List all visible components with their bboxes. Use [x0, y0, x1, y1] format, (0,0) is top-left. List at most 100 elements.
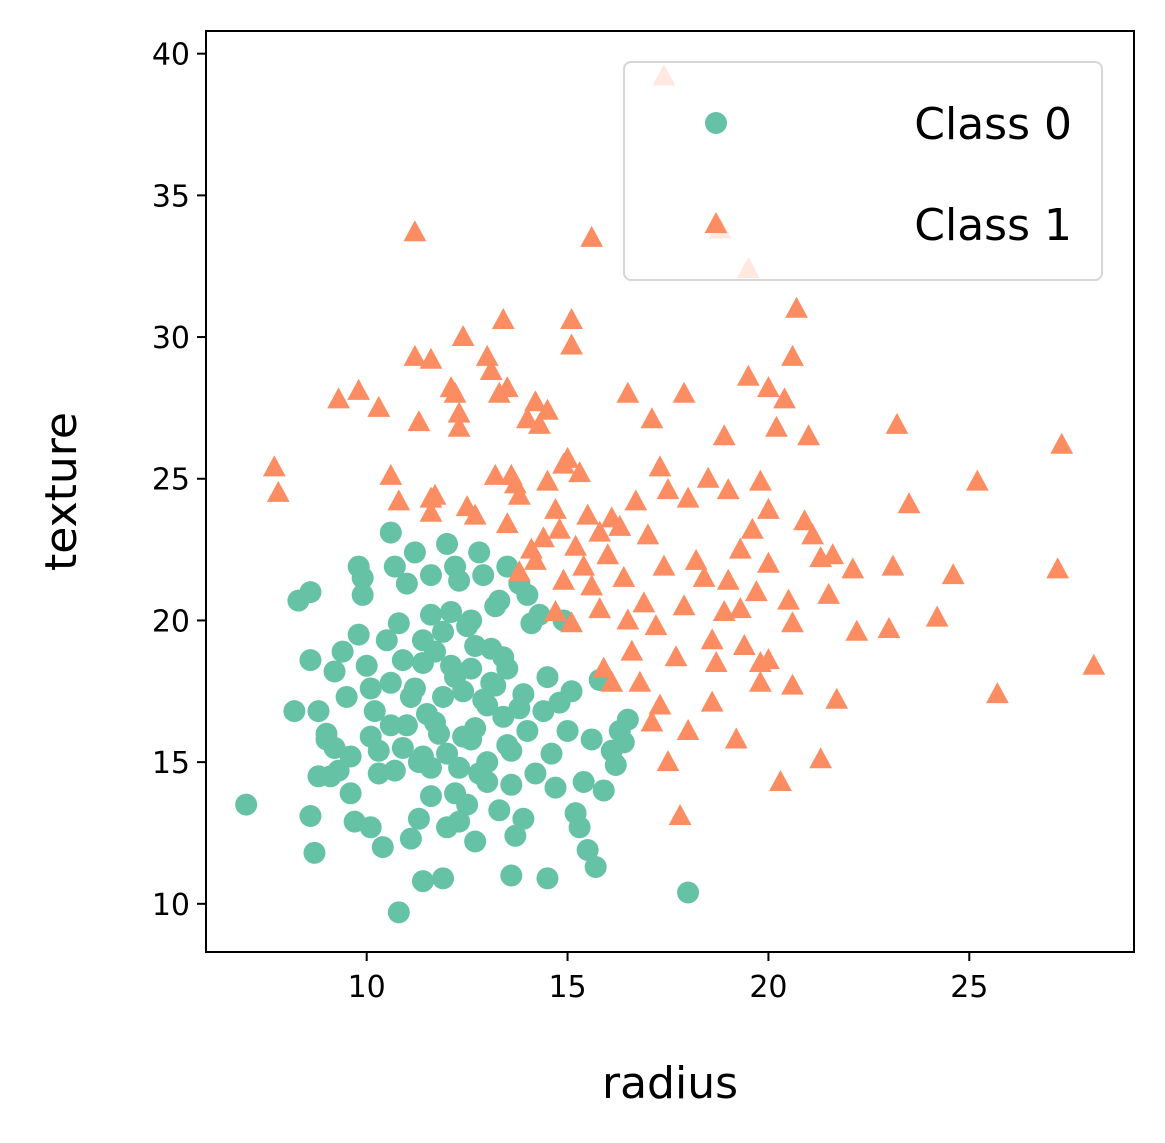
data-point-class-0	[391, 649, 414, 672]
data-point-class-1	[684, 548, 708, 570]
points-layer	[235, 64, 1106, 924]
data-point-class-1	[716, 478, 740, 500]
data-point-class-0	[604, 753, 627, 776]
data-point-class-1	[447, 415, 471, 437]
data-point-class-1	[624, 489, 648, 511]
data-point-class-1	[483, 463, 507, 485]
data-point-class-0	[423, 711, 446, 734]
data-point-class-0	[383, 555, 406, 578]
x-axis-label: radius	[602, 1058, 738, 1109]
data-point-class-0	[612, 731, 635, 754]
data-point-class-1	[568, 461, 592, 483]
data-point-class-1	[463, 503, 487, 525]
data-point-class-1	[757, 551, 780, 573]
data-point-class-0	[403, 541, 426, 564]
data-point-class-1	[785, 296, 808, 318]
data-point-class-1	[841, 557, 865, 579]
data-point-class-1	[897, 492, 921, 514]
legend-label: Class 0	[914, 99, 1072, 150]
data-point-class-0	[339, 782, 362, 805]
legend-box	[623, 61, 1103, 281]
data-point-class-1	[532, 526, 555, 548]
data-point-class-0	[299, 581, 322, 604]
data-point-class-1	[769, 769, 792, 791]
series-0	[235, 521, 700, 924]
data-point-class-0	[512, 807, 535, 830]
data-point-class-1	[560, 333, 583, 355]
data-point-class-1	[628, 670, 652, 692]
data-point-class-1	[616, 381, 640, 403]
data-point-class-1	[403, 220, 427, 242]
data-point-class-1	[580, 574, 604, 596]
data-point-class-1	[524, 548, 547, 570]
data-point-class-1	[881, 554, 905, 576]
data-point-class-1	[327, 387, 350, 409]
data-point-class-0	[508, 697, 531, 720]
data-point-class-1	[801, 523, 825, 545]
data-point-class-1	[387, 489, 411, 511]
data-point-class-1	[644, 614, 668, 636]
data-point-class-1	[744, 580, 768, 602]
y-tick-label: 10	[152, 888, 190, 923]
data-point-class-0	[496, 555, 519, 578]
data-point-class-1	[700, 628, 724, 650]
data-point-class-0	[391, 736, 414, 759]
data-point-class-0	[472, 688, 495, 711]
data-point-class-0	[235, 793, 258, 816]
data-point-class-0	[359, 816, 382, 839]
data-point-class-0	[355, 654, 378, 677]
data-point-class-0	[472, 564, 495, 587]
data-point-class-1	[656, 750, 680, 772]
data-point-class-0	[419, 603, 442, 626]
data-point-class-1	[877, 616, 901, 638]
data-point-class-0	[544, 776, 567, 799]
data-point-class-1	[676, 486, 700, 508]
data-point-class-0	[460, 728, 483, 751]
data-point-class-0	[363, 700, 386, 723]
y-tick-label: 40	[152, 38, 190, 73]
data-point-class-1	[536, 398, 559, 420]
data-point-class-0	[335, 685, 358, 708]
data-point-class-1	[648, 455, 672, 477]
data-point-class-1	[748, 469, 772, 491]
data-point-class-1	[640, 710, 664, 732]
data-point-class-0	[484, 595, 507, 618]
data-point-class-1	[781, 344, 804, 366]
data-point-class-1	[524, 390, 547, 412]
data-point-class-0	[444, 666, 467, 689]
data-point-class-1	[262, 455, 286, 477]
data-point-class-1	[588, 520, 612, 542]
data-point-class-1	[1082, 653, 1106, 675]
data-point-class-1	[716, 568, 740, 590]
data-point-class-0	[367, 739, 390, 762]
data-point-class-1	[423, 483, 447, 505]
y-tick-label: 35	[152, 179, 190, 214]
data-point-class-0	[448, 569, 471, 592]
data-point-class-0	[331, 640, 354, 663]
data-point-class-1	[777, 588, 800, 610]
data-point-class-1	[515, 407, 539, 429]
data-point-class-1	[560, 611, 583, 633]
data-point-class-1	[616, 608, 640, 630]
data-point-class-1	[664, 645, 688, 667]
x-tick-label: 10	[348, 970, 386, 1005]
data-point-class-0	[307, 700, 330, 723]
data-point-class-0	[379, 714, 402, 737]
y-tick-label: 20	[152, 604, 190, 639]
data-point-class-1	[447, 401, 471, 423]
y-tick-label: 25	[152, 463, 190, 498]
data-point-class-0	[480, 671, 503, 694]
data-point-class-1	[495, 376, 519, 398]
data-point-class-1	[732, 633, 756, 655]
data-point-class-0	[347, 623, 370, 646]
data-point-class-0	[500, 864, 523, 887]
data-point-class-0	[468, 541, 491, 564]
data-point-class-0	[283, 700, 306, 723]
data-point-class-1	[757, 648, 780, 670]
data-point-class-0	[315, 722, 338, 745]
x-tick-label: 25	[950, 970, 988, 1005]
data-point-class-1	[379, 463, 403, 485]
data-point-class-0	[379, 671, 402, 694]
data-point-class-0	[476, 770, 499, 793]
data-point-class-1	[757, 376, 780, 398]
